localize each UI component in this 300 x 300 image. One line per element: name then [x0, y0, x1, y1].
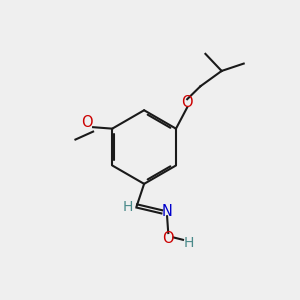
- Text: H: H: [122, 200, 133, 214]
- Text: O: O: [81, 115, 92, 130]
- Text: O: O: [162, 231, 174, 246]
- Text: H: H: [184, 236, 194, 250]
- Text: N: N: [162, 204, 172, 219]
- Text: O: O: [182, 95, 193, 110]
